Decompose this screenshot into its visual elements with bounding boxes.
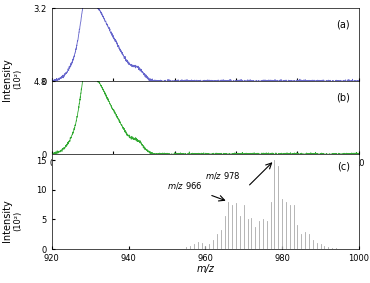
Text: Intensity: Intensity bbox=[2, 58, 13, 101]
Text: (a): (a) bbox=[336, 20, 350, 29]
X-axis label: Detection time (min): Detection time (min) bbox=[154, 170, 256, 179]
Text: Intensity: Intensity bbox=[2, 199, 13, 242]
Text: $m/z$ 978: $m/z$ 978 bbox=[205, 170, 241, 181]
Text: (10²): (10²) bbox=[13, 211, 22, 231]
Text: $m/z$ 966: $m/z$ 966 bbox=[167, 180, 202, 191]
Text: (c): (c) bbox=[337, 162, 350, 172]
Text: (10²): (10²) bbox=[13, 69, 22, 89]
X-axis label: m/z: m/z bbox=[196, 264, 214, 274]
Text: (b): (b) bbox=[336, 92, 350, 102]
